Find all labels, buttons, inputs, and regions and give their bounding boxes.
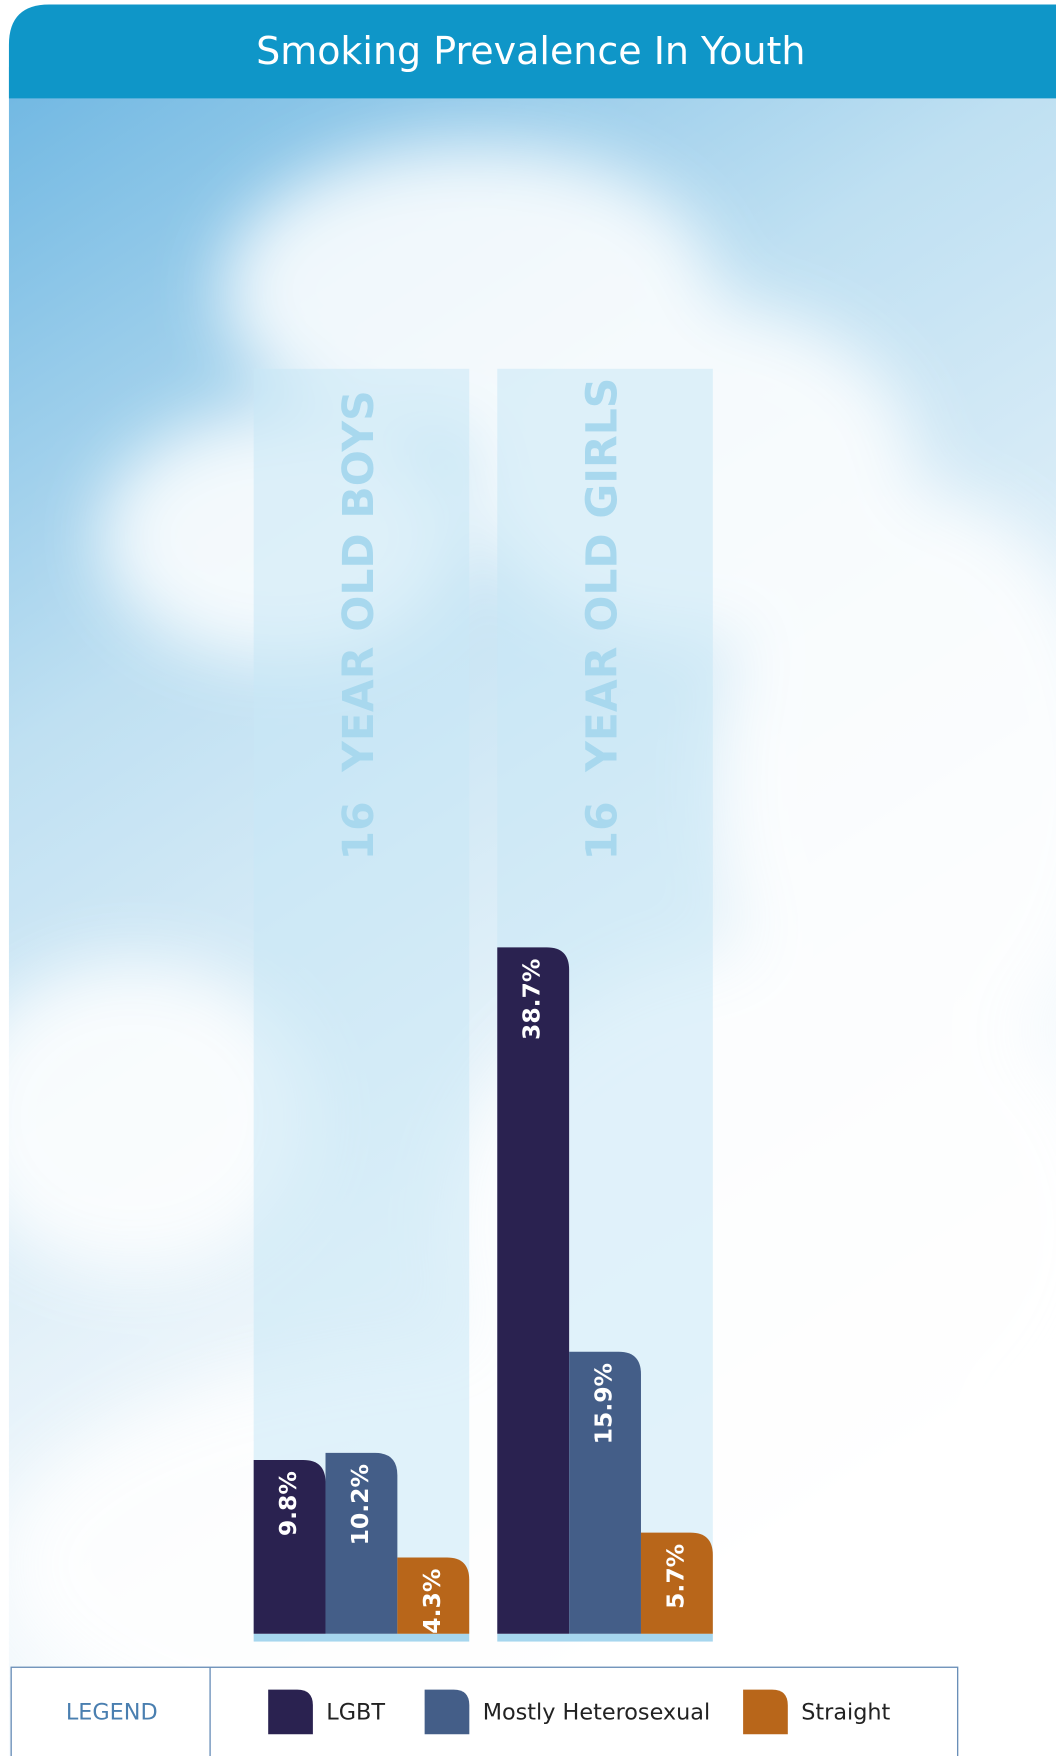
legend-swatch [268,1689,313,1735]
category-label: 16 YEAR OLD BOYS [335,390,384,860]
chart-title: Smoking Prevalence In Youth [256,29,805,73]
category-column [253,368,470,1634]
category-label: 16 YEAR OLD GIRLS [579,378,628,861]
legend-swatch [424,1689,470,1735]
bar [253,1459,326,1634]
value-label: 15.9% [590,1363,618,1444]
value-label: 4.3% [418,1569,446,1634]
legend-box [10,1666,959,1756]
bar [497,947,570,1634]
legend-label: Straight [801,1700,890,1726]
value-label: 10.2% [346,1464,374,1545]
legend-swatch [743,1689,788,1735]
bar [397,1557,470,1634]
header-bar [8,4,1056,99]
baseline-strip [497,1633,713,1642]
legend-label: Mostly Heterosexual [483,1700,710,1726]
legend: LGBT Mostly Heterosexual Straight [268,1689,891,1735]
legend-title: LEGEND [66,1700,158,1726]
bar [640,1532,713,1634]
value-label: 5.7% [661,1544,689,1609]
value-label: 38.7% [518,959,546,1040]
bar [569,1351,641,1634]
bar [325,1452,398,1634]
value-label: 9.8% [274,1471,302,1536]
baseline-strip [253,1633,470,1642]
legend-label: LGBT [326,1700,385,1726]
plot-area: 16 YEAR OLD BOYS 9.8% 10.2% 4.3% 16 YEAR OLD… [253,368,713,1642]
